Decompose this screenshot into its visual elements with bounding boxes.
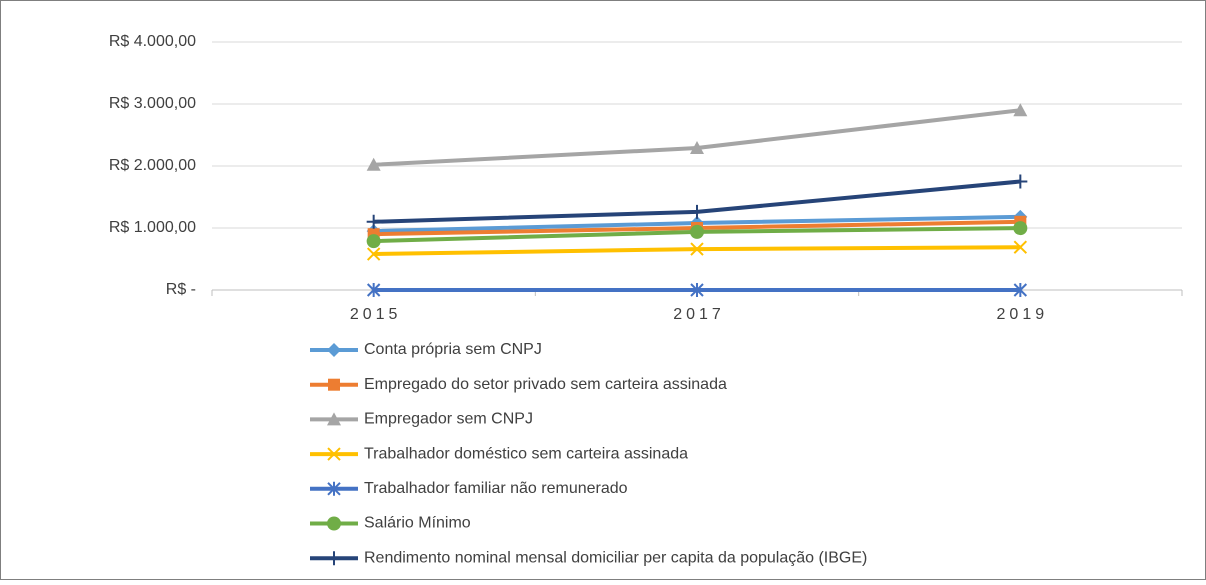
marker [1013, 283, 1028, 297]
marker [1013, 221, 1028, 236]
marker [366, 283, 381, 297]
y-tick-label: R$ 2.000,00 [109, 157, 196, 174]
marker [327, 516, 341, 531]
marker [690, 141, 704, 155]
legend-label: Empregador sem CNPJ [364, 411, 533, 428]
legend-label: Trabalhador doméstico sem carteira assin… [364, 445, 688, 462]
marker [327, 343, 341, 357]
marker [1013, 174, 1028, 189]
marker [327, 481, 341, 496]
marker [366, 247, 381, 261]
marker [366, 234, 381, 249]
y-tick-label: R$ 3.000,00 [109, 95, 196, 112]
legend-label: Salário Mínimo [364, 515, 471, 532]
marker [690, 242, 704, 256]
x-tick-label: 2015 [350, 306, 402, 323]
y-tick-label: R$ - [166, 281, 196, 298]
legend-label: Rendimento nominal mensal domiciliar per… [364, 549, 867, 566]
legend-label: Trabalhador familiar não remunerado [364, 480, 628, 497]
marker [366, 214, 381, 229]
marker [327, 551, 341, 566]
marker [690, 224, 704, 239]
y-tick-label: R$ 1.000,00 [109, 219, 196, 236]
legend-label: Conta própria sem CNPJ [364, 341, 542, 358]
x-tick-label: 2017 [673, 306, 725, 323]
marker [327, 412, 341, 426]
marker [1013, 103, 1028, 117]
marker [690, 283, 704, 297]
marker [366, 157, 381, 171]
legend-label: Empregado do setor privado sem carteira … [364, 376, 727, 393]
x-tick-label: 2019 [997, 306, 1049, 323]
marker [690, 204, 704, 219]
marker [328, 378, 340, 391]
marker [1013, 240, 1028, 254]
marker [327, 447, 341, 461]
y-tick-label: R$ 4.000,00 [109, 33, 196, 50]
